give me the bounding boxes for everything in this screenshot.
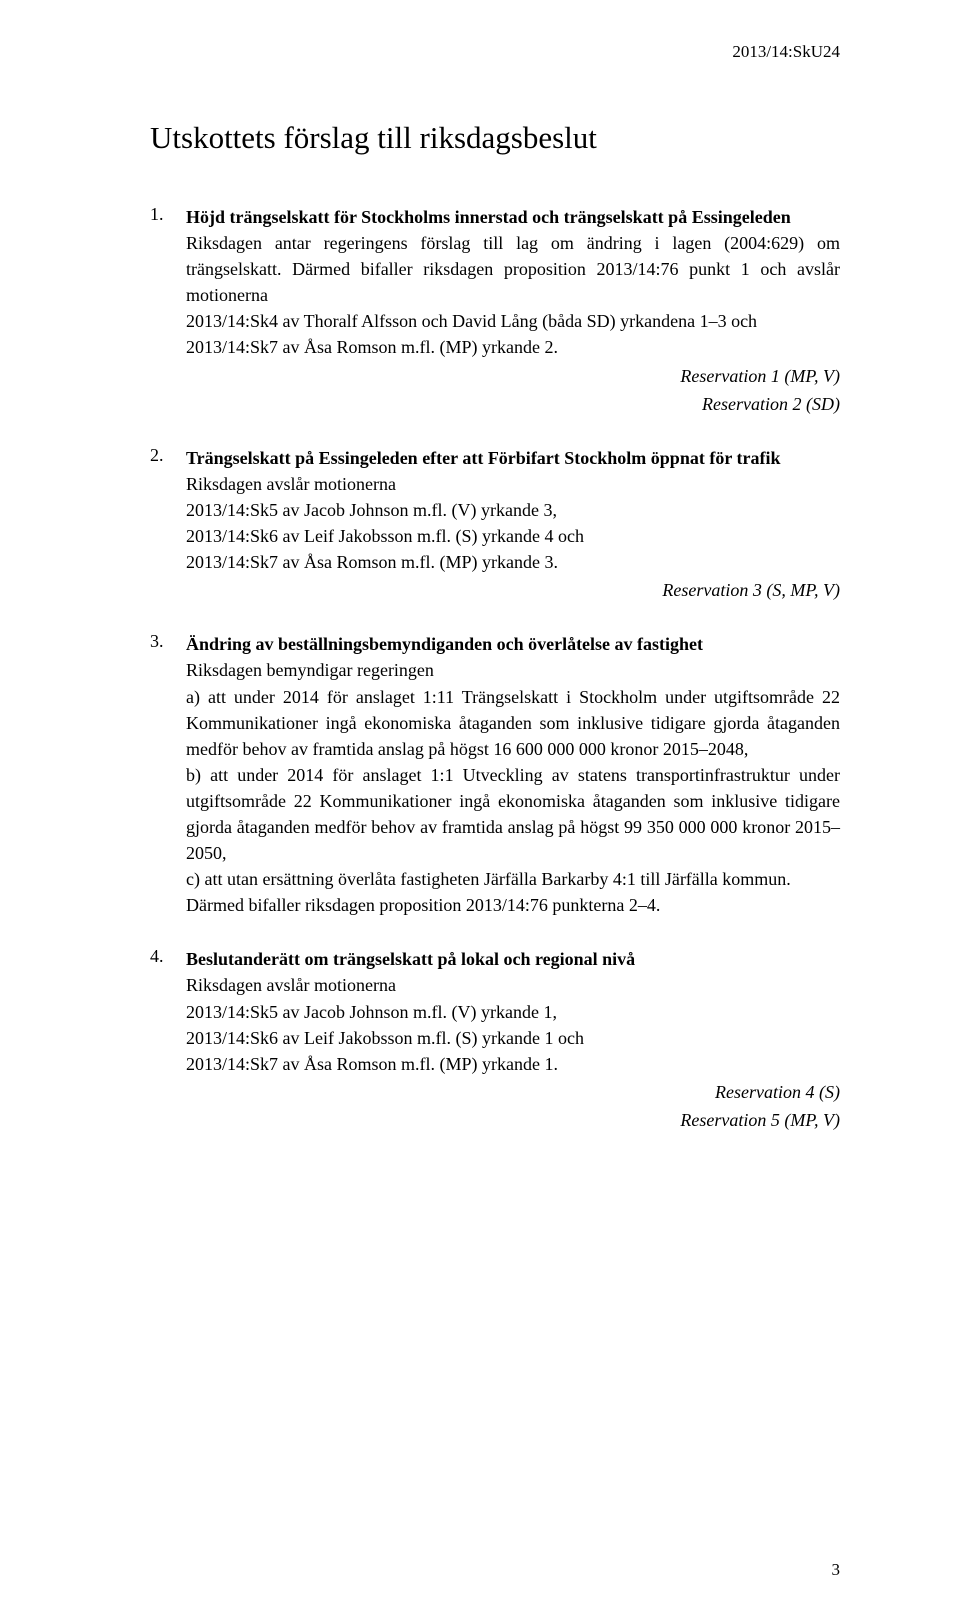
item-number: 2. bbox=[150, 445, 186, 604]
item-title: Trängselskatt på Essingeleden efter att … bbox=[186, 448, 780, 468]
item-paragraph: 2013/14:Sk6 av Leif Jakobsson m.fl. (S) … bbox=[186, 1025, 840, 1051]
list-item: 1. Höjd trängselskatt för Stockholms inn… bbox=[150, 204, 840, 417]
item-number: 1. bbox=[150, 204, 186, 417]
item-paragraph: Riksdagen bemyndigar regeringen bbox=[186, 657, 840, 683]
document-id: 2013/14:SkU24 bbox=[732, 42, 840, 62]
item-paragraph: Riksdagen avslår motionerna bbox=[186, 972, 840, 998]
reservation: Reservation 3 (S, MP, V) bbox=[186, 577, 840, 603]
page-title: Utskottets förslag till riksdagsbeslut bbox=[150, 120, 840, 156]
item-paragraph: 2013/14:Sk7 av Åsa Romson m.fl. (MP) yrk… bbox=[186, 549, 840, 575]
item-body: Höjd trängselskatt för Stockholms inners… bbox=[186, 204, 840, 417]
item-paragraph: c) att utan ersättning överlåta fastighe… bbox=[186, 866, 840, 892]
item-paragraph: 2013/14:Sk6 av Leif Jakobsson m.fl. (S) … bbox=[186, 523, 840, 549]
list-item: 3. Ändring av beställningsbemyndiganden … bbox=[150, 631, 840, 918]
page-number: 3 bbox=[832, 1560, 841, 1580]
item-paragraph: 2013/14:Sk5 av Jacob Johnson m.fl. (V) y… bbox=[186, 497, 840, 523]
item-number: 4. bbox=[150, 946, 186, 1133]
reservation: Reservation 1 (MP, V) bbox=[186, 363, 840, 389]
item-paragraph: 2013/14:Sk7 av Åsa Romson m.fl. (MP) yrk… bbox=[186, 1051, 840, 1077]
item-number: 3. bbox=[150, 631, 186, 918]
item-body: Ändring av beställningsbemyndiganden och… bbox=[186, 631, 840, 918]
item-paragraph: Riksdagen antar regeringens förslag till… bbox=[186, 230, 840, 308]
reservation: Reservation 4 (S) bbox=[186, 1079, 840, 1105]
item-paragraph: 2013/14:Sk5 av Jacob Johnson m.fl. (V) y… bbox=[186, 999, 840, 1025]
item-paragraph: b) att under 2014 för anslaget 1:1 Utvec… bbox=[186, 762, 840, 866]
item-paragraph: 2013/14:Sk4 av Thoralf Alfsson och David… bbox=[186, 308, 840, 334]
reservation: Reservation 5 (MP, V) bbox=[186, 1107, 840, 1133]
item-body: Beslutanderätt om trängselskatt på lokal… bbox=[186, 946, 840, 1133]
reservation: Reservation 2 (SD) bbox=[186, 391, 840, 417]
item-title: Beslutanderätt om trängselskatt på lokal… bbox=[186, 949, 635, 969]
item-paragraph: Riksdagen avslår motionerna bbox=[186, 471, 840, 497]
list-item: 2. Trängselskatt på Essingeleden efter a… bbox=[150, 445, 840, 604]
item-paragraph: Därmed bifaller riksdagen proposition 20… bbox=[186, 892, 840, 918]
item-body: Trängselskatt på Essingeleden efter att … bbox=[186, 445, 840, 604]
item-paragraph: a) att under 2014 för anslaget 1:11 Trän… bbox=[186, 684, 840, 762]
item-title: Ändring av beställningsbemyndiganden och… bbox=[186, 634, 703, 654]
item-title: Höjd trängselskatt för Stockholms inners… bbox=[186, 207, 791, 227]
list-item: 4. Beslutanderätt om trängselskatt på lo… bbox=[150, 946, 840, 1133]
item-paragraph: 2013/14:Sk7 av Åsa Romson m.fl. (MP) yrk… bbox=[186, 334, 840, 360]
